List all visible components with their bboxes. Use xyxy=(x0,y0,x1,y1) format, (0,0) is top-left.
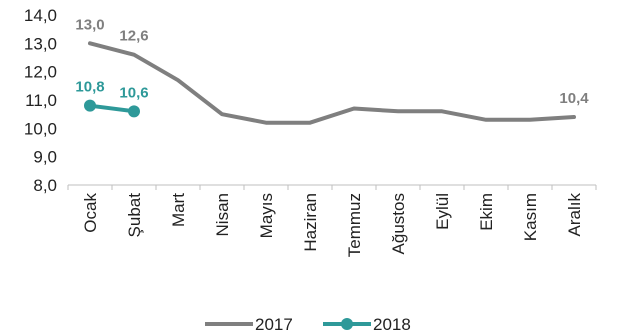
y-tick-label: 9,0 xyxy=(33,148,57,167)
x-tick-label: Mart xyxy=(169,193,188,227)
x-tick-label: Ocak xyxy=(81,193,100,233)
data-label: 13,0 xyxy=(75,16,104,33)
data-label: 10,8 xyxy=(75,79,104,96)
data-label: 10,6 xyxy=(119,84,148,101)
y-tick-label: 10,0 xyxy=(24,119,57,138)
x-tick-label: Aralık xyxy=(565,193,584,237)
y-tick-label: 8,0 xyxy=(33,176,57,195)
x-tick-label: Temmuz xyxy=(345,193,364,257)
series-line-2017 xyxy=(88,41,576,125)
legend-marker xyxy=(341,318,353,330)
x-tick-label: Nisan xyxy=(213,193,232,236)
x-tick-label: Mayıs xyxy=(257,193,276,238)
x-tick-label: Haziran xyxy=(301,193,320,252)
legend-label: 2018 xyxy=(373,315,411,334)
data-label: 10,4 xyxy=(559,90,589,107)
x-tick-label: Şubat xyxy=(125,193,144,238)
series-point xyxy=(84,99,96,112)
series-line-2018 xyxy=(88,103,136,114)
x-tick-label: Kasım xyxy=(521,193,540,241)
x-tick-label: Ağustos xyxy=(389,193,408,254)
x-tick-label: Eylül xyxy=(433,193,452,230)
y-tick-label: 14,0 xyxy=(24,6,57,25)
y-tick-label: 12,0 xyxy=(24,63,57,82)
y-tick-label: 11,0 xyxy=(25,91,57,110)
y-tick-label: 13,0 xyxy=(24,34,57,53)
series-point xyxy=(128,105,140,118)
x-tick-label: Ekim xyxy=(477,193,496,231)
data-label: 12,6 xyxy=(119,28,148,45)
legend-label: 2017 xyxy=(255,315,293,334)
